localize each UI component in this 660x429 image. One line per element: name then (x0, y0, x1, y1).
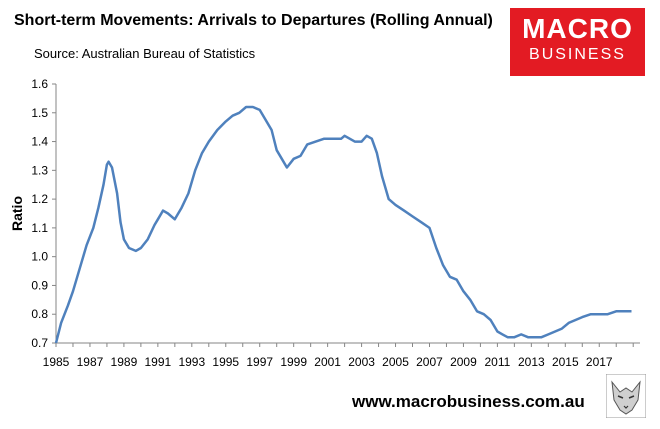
x-tick-label: 1993 (178, 355, 205, 369)
x-tick-label: 1985 (43, 355, 70, 369)
chart-title: Short-term Movements: Arrivals to Depart… (14, 12, 493, 29)
logo-line-2: BUSINESS (529, 46, 626, 63)
y-axis-label: Ratio (9, 196, 25, 231)
x-tick-label: 2007 (416, 355, 443, 369)
series-points (55, 107, 632, 344)
y-tick-label: 1.5 (31, 106, 48, 120)
x-tick-label: 1999 (280, 355, 307, 369)
y-tick-label: 0.7 (31, 336, 48, 350)
x-tick-label: 2011 (484, 355, 510, 369)
y-axis-ticks: 0.7 0.8 0.9 1.0 1.1 1.2 1.3 1.4 1.5 1.6 (31, 77, 56, 350)
y-tick-label: 0.9 (31, 278, 48, 292)
x-tick-label: 1991 (145, 355, 172, 369)
y-tick-label: 1.1 (31, 221, 48, 235)
wolf-logo-icon (606, 374, 646, 418)
logo-line-1: MACRO (522, 13, 633, 44)
x-tick-label: 1987 (77, 355, 104, 369)
x-tick-label: 2017 (586, 355, 613, 369)
x-tick-label: 1995 (212, 355, 239, 369)
footer-website: www.macrobusiness.com.au (352, 392, 585, 411)
x-tick-label: 2001 (314, 355, 341, 369)
x-tick-label: 1997 (246, 355, 273, 369)
x-tick-label: 1989 (111, 355, 138, 369)
x-tick-label: 2015 (552, 355, 579, 369)
x-tick-label: 2009 (450, 355, 477, 369)
x-tick-label: 2005 (382, 355, 409, 369)
y-tick-label: 0.8 (31, 307, 48, 321)
macrobusiness-logo: MACRO BUSINESS (510, 8, 645, 76)
y-tick-label: 1.4 (31, 135, 48, 149)
y-tick-label: 1.2 (31, 192, 48, 206)
x-axis-ticks: 1985 1987 1989 1991 1993 1995 1997 1999 2001 2003… (43, 343, 634, 369)
y-tick-label: 1.6 (31, 77, 48, 91)
y-tick-label: 1.3 (31, 163, 48, 177)
x-tick-label: 2013 (518, 355, 545, 369)
y-tick-label: 1.0 (31, 250, 48, 264)
x-tick-label: 2003 (348, 355, 375, 369)
series-line-ratio (54, 105, 632, 344)
chart-source: Source: Australian Bureau of Statistics (34, 46, 256, 61)
